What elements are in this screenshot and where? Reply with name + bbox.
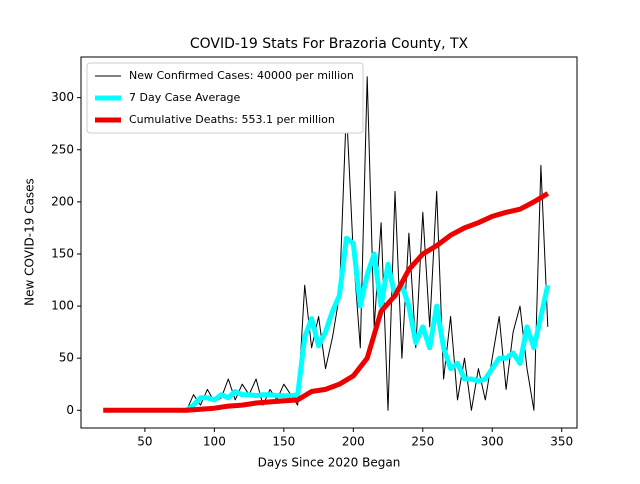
y-tick-label: 100 [51,299,74,313]
y-tick-label: 300 [51,90,74,104]
legend-label: New Confirmed Cases: 40000 per million [129,69,354,82]
x-tick-label: 150 [272,435,295,449]
y-tick-label: 250 [51,142,74,156]
y-axis-label: New COVID-19 Cases [23,178,37,306]
legend-label: 7 Day Case Average [129,91,241,104]
x-tick-label: 100 [203,435,226,449]
series-line [103,191,550,413]
y-tick-label: 50 [59,351,74,365]
x-axis-label: Days Since 2020 Began [258,456,401,470]
series-line [186,76,549,411]
x-tick-label: 300 [481,435,504,449]
series-line [185,235,551,413]
legend-label: Cumulative Deaths: 553.1 per million [129,113,335,126]
legend-box [86,62,364,134]
plot-area [103,76,551,413]
x-tick-label: 200 [342,435,365,449]
x-tick-label: 350 [550,435,573,449]
chart-title: COVID-19 Stats For Brazoria County, TX [190,36,469,52]
x-tick-label: 250 [411,435,434,449]
y-tick-label: 0 [66,403,74,417]
axes-frame [80,56,578,429]
x-tick-label: 50 [137,435,152,449]
y-tick-label: 200 [51,194,74,208]
y-tick-label: 150 [51,246,74,260]
